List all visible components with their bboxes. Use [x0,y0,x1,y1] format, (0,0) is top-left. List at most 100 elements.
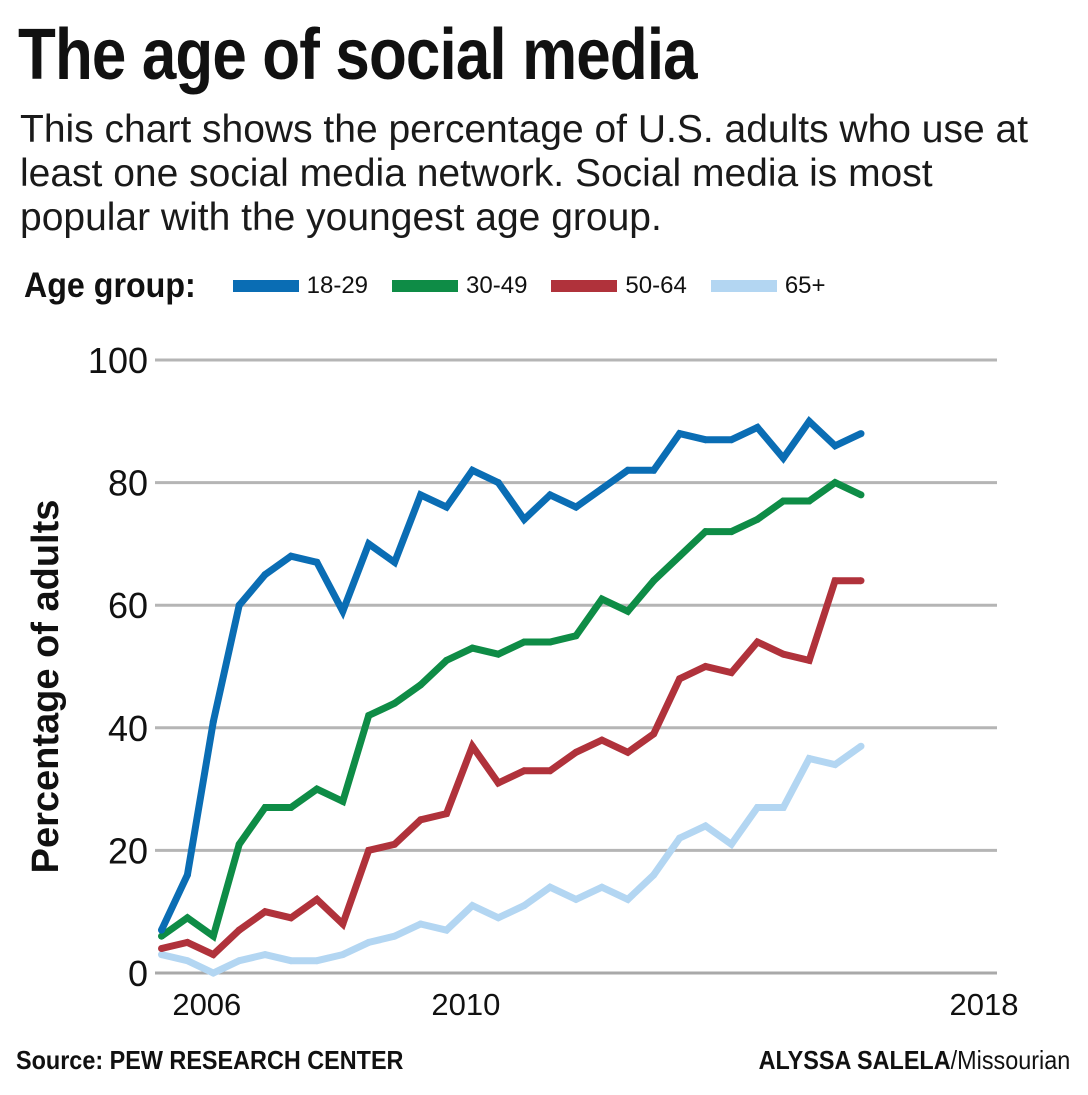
point-18-29-12 [468,466,476,474]
point-30-49-21 [702,528,709,536]
point-18-29-4 [261,571,269,579]
point-50-64-8 [365,846,373,854]
point-65-plus-14 [520,902,528,910]
series-line-50-64 [160,577,861,959]
legend-item-18-29: 18-29 [232,272,368,300]
point-65-plus-2 [209,969,217,977]
point-30-49-0 [158,932,165,940]
point-65-plus-20 [676,834,684,842]
point-30-49-10 [417,681,425,689]
series-18-29 [158,415,865,934]
point-30-49-22 [727,528,735,536]
point-30-49-14 [520,638,528,646]
point-50-64-10 [417,816,425,824]
point-65-plus-16 [572,895,580,903]
point-18-29-13 [494,479,502,487]
point-18-29-9 [391,558,399,566]
series-65-plus [158,742,865,977]
point-18-29-20 [676,430,684,438]
point-65-plus-13 [494,914,502,922]
point-65-plus-5 [287,957,295,965]
point-30-49-16 [572,632,580,640]
source-note: Source: PEW RESEARCH CENTER [16,1045,404,1075]
point-50-64-0 [158,945,165,952]
credit-org: /Missourian [950,1045,1070,1075]
point-65-plus-17 [598,883,606,891]
point-30-49-4 [261,804,269,811]
point-18-29-22 [727,436,735,444]
point-65-plus-25 [805,755,813,762]
point-18-29-24 [779,454,787,462]
legend-swatch-65-plus [710,280,777,292]
x-tick-label-2018: 2018 [950,987,1019,1022]
legend-label-30-49: 30-49 [466,272,528,299]
point-50-64-21 [702,663,709,670]
point-30-49-2 [209,932,217,940]
point-30-49-1 [183,914,191,922]
point-50-64-7 [339,920,347,928]
point-65-plus-3 [235,957,243,965]
point-30-49-18 [624,607,632,615]
y-tick-label-0: 0 [128,953,148,994]
point-18-29-19 [650,466,658,474]
y-tick-label-20: 20 [108,830,148,871]
point-18-29-17 [598,485,606,493]
series-line-18-29 [158,415,863,932]
point-30-49-15 [546,638,554,646]
series-line-65-plus [160,743,864,977]
legend-heading: Age group: [24,266,196,305]
point-18-29-10 [417,491,425,499]
point-50-64-6 [313,895,321,903]
series-line-30-49 [159,478,863,942]
point-18-29-26 [831,442,839,450]
point-50-64-11 [443,810,450,818]
chart-subtitle: This chart shows the percentage of U.S. … [20,108,1029,239]
point-50-64-22 [727,669,735,677]
point-50-64-26 [831,577,839,585]
point-30-49-27 [857,491,865,499]
point-50-64-14 [520,767,528,775]
point-18-29-14 [520,515,528,523]
point-30-49-6 [313,785,321,793]
point-65-plus-24 [779,804,787,811]
point-65-plus-12 [468,902,476,910]
point-30-49-11 [443,656,450,664]
point-18-29-2 [209,718,217,726]
point-30-49-23 [753,515,761,523]
point-65-plus-18 [624,895,632,903]
point-30-49-26 [831,479,839,487]
point-30-49-13 [494,650,502,658]
point-30-49-24 [779,497,787,505]
point-50-64-23 [753,638,761,646]
x-tick-label-2006: 2006 [172,987,241,1022]
point-18-29-0 [158,926,165,934]
point-18-29-5 [287,552,295,560]
point-50-64-19 [650,730,658,738]
point-65-plus-8 [365,938,373,946]
point-30-49-25 [805,497,813,505]
point-50-64-2 [209,951,217,959]
point-18-29-27 [857,430,865,438]
point-65-plus-23 [753,804,761,811]
point-18-29-11 [443,503,450,511]
point-65-plus-15 [546,883,554,891]
point-50-64-17 [598,736,606,744]
legend-swatch-30-49 [392,280,459,292]
point-30-49-7 [339,797,347,805]
point-65-plus-4 [261,951,269,959]
point-65-plus-21 [702,822,709,830]
legend: Age group: 18-29 30-49 50-64 65+ [24,266,850,306]
legend-label-65-plus: 65+ [784,272,826,299]
point-65-plus-0 [158,951,165,959]
legend-item-65-plus: 65+ [710,272,826,300]
point-18-29-1 [183,871,191,879]
x-tick-label-2010: 2010 [431,987,500,1022]
point-65-plus-6 [313,957,321,965]
point-18-29-3 [235,601,243,609]
series-30-49 [158,478,865,942]
chart-title: The age of social media [18,15,698,95]
point-50-64-24 [779,650,787,658]
y-axis-label: Percentage of adults [25,500,67,874]
point-18-29-6 [313,558,321,566]
legend-label-50-64: 50-64 [625,272,687,299]
